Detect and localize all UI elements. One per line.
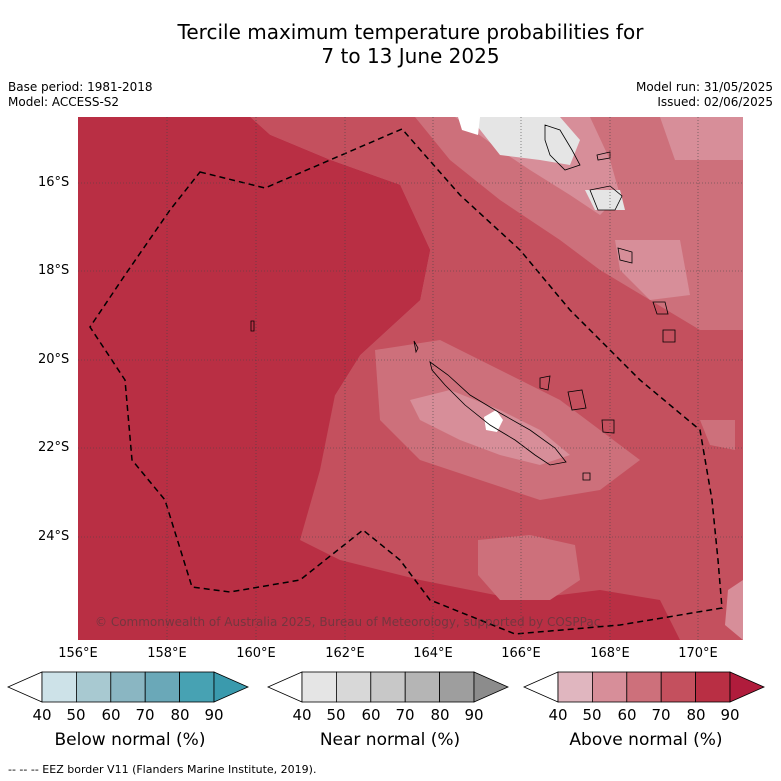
white-patch-central <box>484 410 503 432</box>
legend-bars <box>7 671 765 703</box>
island-5 <box>539 375 551 391</box>
lon-label-168e: 168°E <box>590 646 630 661</box>
model-run: Model run: 31/05/2025 <box>635 80 773 94</box>
lat-label-24s: 24°S <box>38 529 70 544</box>
legend-segment <box>110 671 146 703</box>
lon-label-162e: 162°E <box>325 646 365 661</box>
title-line-1: Tercile maximum temperature probabilitie… <box>177 20 644 44</box>
above-50-60-ne <box>660 117 743 160</box>
lat-label-18s: 18°S <box>38 263 70 278</box>
tick-label: 50 <box>582 706 602 724</box>
white-patch-north <box>458 117 480 135</box>
legend-segment <box>660 671 697 703</box>
tick-label: 70 <box>395 706 415 724</box>
legend-above-ticks: 40 50 60 70 80 90 <box>524 706 768 724</box>
legend-segment <box>301 671 337 703</box>
lat-label-20s: 20°S <box>38 352 70 367</box>
legend-max-triangle <box>213 671 249 703</box>
tick-label: 70 <box>651 706 671 724</box>
legend-max-triangle <box>473 671 509 703</box>
legend-segment <box>76 671 112 703</box>
vanuatu-south <box>589 185 623 211</box>
tick-label: 90 <box>464 706 484 724</box>
island-1 <box>596 151 611 161</box>
above-80-90-south <box>78 540 680 640</box>
lon-label-170e: 170°E <box>678 646 718 661</box>
model-name: Model: ACCESS-S2 <box>8 95 120 109</box>
meta-left: Base period: 1981-2018 Model: ACCESS-S2 <box>8 80 153 110</box>
legend-segment <box>626 671 662 703</box>
new-caledonia-outline <box>429 361 567 466</box>
tick-label: 40 <box>32 706 52 724</box>
map-field <box>78 117 743 640</box>
legend-segment <box>370 671 406 703</box>
above-50-60-se <box>725 580 743 640</box>
island-9 <box>413 340 419 354</box>
gridlines <box>78 117 743 640</box>
vanuatu-outline <box>544 124 581 171</box>
island-7 <box>582 472 591 481</box>
lon-label-156e: 156°E <box>58 646 98 661</box>
tick-label: 60 <box>361 706 381 724</box>
tick-label: 50 <box>66 706 86 724</box>
lon-label-160e: 160°E <box>236 646 276 661</box>
lat-label-16s: 16°S <box>38 175 70 190</box>
legend-segment <box>695 671 731 703</box>
island-3 <box>652 301 669 315</box>
legend-below-title: Below normal (%) <box>54 730 206 750</box>
legend-max-triangle <box>729 671 765 703</box>
near-normal-region <box>470 117 580 165</box>
legend-below-normal: 40 50 60 70 80 90 Below normal (%) <box>8 670 252 760</box>
lon-label-164e: 164°E <box>413 646 453 661</box>
island-2 <box>617 247 633 264</box>
meta-right: Model run: 31/05/2025 Issued: 02/06/2025 <box>636 80 773 110</box>
tick-label: 60 <box>101 706 121 724</box>
legend-near-title: Near normal (%) <box>319 730 461 750</box>
island-4 <box>662 329 676 343</box>
tick-label: 40 <box>548 706 568 724</box>
lon-label-166e: 166°E <box>501 646 541 661</box>
eez-border <box>89 128 723 635</box>
map-title: Tercile maximum temperature probabilitie… <box>0 20 781 68</box>
tick-label: 40 <box>292 706 312 724</box>
eez-note: -- -- -- EEZ border V11 (Flanders Marine… <box>8 763 317 776</box>
legend-segment <box>439 671 475 703</box>
legend-segment <box>179 671 215 703</box>
legend-near-ticks: 40 50 60 70 80 90 <box>268 706 512 724</box>
base-period: Base period: 1981-2018 <box>8 80 153 94</box>
tick-label: 80 <box>430 706 450 724</box>
tick-label: 80 <box>170 706 190 724</box>
lat-label-22s: 22°S <box>38 440 70 455</box>
tick-label: 50 <box>326 706 346 724</box>
issued-date: Issued: 02/06/2025 <box>657 95 773 109</box>
legend-segment <box>335 671 372 703</box>
tick-label: 90 <box>720 706 740 724</box>
near-normal-region-2 <box>585 190 625 210</box>
above-50-60-east <box>615 240 690 300</box>
island-8 <box>250 320 255 332</box>
lon-label-158e: 158°E <box>147 646 187 661</box>
tick-label: 80 <box>686 706 706 724</box>
coastlines <box>250 124 676 481</box>
legend-segment <box>557 671 593 703</box>
above-60-70-south <box>478 535 580 600</box>
above-60-70-east <box>700 420 735 450</box>
legend-above-normal: 40 50 60 70 80 90 Above normal (%) <box>524 670 768 760</box>
tick-label: 60 <box>617 706 637 724</box>
loyalty-islands <box>567 389 587 411</box>
tick-label: 70 <box>135 706 155 724</box>
copyright-note: © Commonwealth of Australia 2025, Bureau… <box>95 615 601 629</box>
legend-above-title: Above normal (%) <box>569 730 723 750</box>
legend-below-ticks: 40 50 60 70 80 90 <box>8 706 252 724</box>
legend-near-normal: 40 50 60 70 80 90 Near normal (%) <box>268 670 512 760</box>
legend-segment <box>144 671 180 703</box>
legend-segment <box>592 671 628 703</box>
tick-label: 90 <box>204 706 224 724</box>
title-line-2: 7 to 13 June 2025 <box>321 44 500 68</box>
